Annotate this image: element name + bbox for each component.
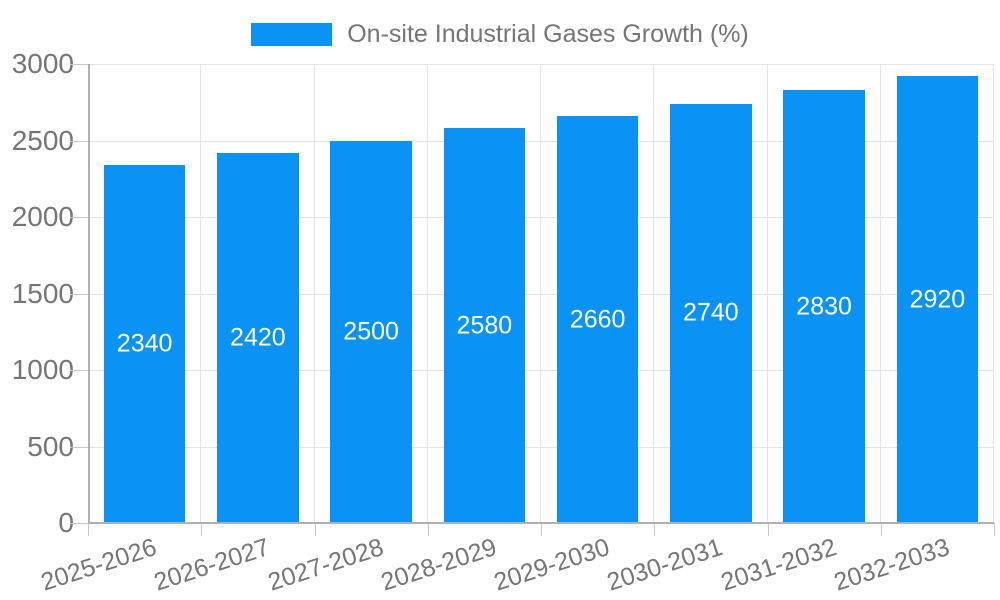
x-tick-mark <box>994 523 995 536</box>
h-gridline <box>88 370 994 371</box>
x-tick-mark <box>767 523 769 536</box>
y-tick-mark <box>70 217 88 218</box>
v-gridline <box>653 64 655 523</box>
y-axis-tick-label: 2500 <box>11 124 74 156</box>
bar-value-label: 2830 <box>796 292 852 320</box>
bar-value-label: 2500 <box>343 317 399 346</box>
x-tick-mark <box>427 523 429 536</box>
legend-swatch <box>251 23 333 46</box>
v-gridline <box>313 64 315 523</box>
bar[interactable]: 2920 <box>896 76 979 523</box>
y-axis-tick-label: 3000 <box>11 48 74 79</box>
h-gridline <box>88 446 994 448</box>
v-gridline <box>200 64 202 523</box>
y-axis-tick-label: 2000 <box>11 201 74 232</box>
y-axis-tick-label: 1000 <box>11 354 74 385</box>
y-tick-mark <box>70 523 88 524</box>
h-gridline <box>88 293 994 295</box>
y-axis-tick-label: 1500 <box>11 277 74 309</box>
x-tick-mark <box>314 523 316 536</box>
bar[interactable]: 2740 <box>670 103 752 523</box>
y-tick-mark <box>70 64 88 65</box>
x-axis-tick-label: 2031-2032 <box>717 533 840 597</box>
bar-value-label: 2740 <box>683 298 739 327</box>
x-axis-tick-label: 2025-2026 <box>37 533 160 597</box>
v-gridline <box>540 64 541 523</box>
legend[interactable]: On-site Industrial Gases Growth (%) <box>0 20 1000 49</box>
legend-label: On-site Industrial Gases Growth (%) <box>347 20 749 48</box>
x-tick-mark <box>541 523 542 536</box>
x-tick-mark <box>880 523 882 536</box>
x-axis-tick-label: 2029-2030 <box>490 533 613 597</box>
x-axis-tick-label: 2030-2031 <box>603 533 727 597</box>
y-tick-mark <box>70 293 88 295</box>
y-axis-tick-label: 500 <box>27 430 74 462</box>
x-axis-tick-label: 2032-2033 <box>830 533 953 597</box>
bar[interactable]: 2830 <box>783 90 865 523</box>
x-axis-line <box>88 522 994 524</box>
y-tick-mark <box>70 370 88 371</box>
bar-value-label: 2580 <box>456 311 513 340</box>
v-gridline <box>993 64 994 523</box>
x-axis-tick-label: 2026-2027 <box>150 533 274 597</box>
bar[interactable]: 2580 <box>443 128 526 523</box>
bar[interactable]: 2420 <box>217 152 299 523</box>
bar[interactable]: 2660 <box>556 116 639 523</box>
h-gridline <box>88 140 994 142</box>
x-tick-mark <box>654 523 656 536</box>
x-axis-tick-label: 2027-2028 <box>264 533 387 597</box>
bar-value-label: 2340 <box>116 329 173 358</box>
v-gridline <box>426 64 428 523</box>
plot-area: 2340 2420 2500 2580 2660 2740 2830 2920 <box>88 64 994 524</box>
h-gridline <box>88 64 994 65</box>
y-axis-tick-label: 0 <box>58 507 74 538</box>
h-gridline <box>88 217 994 218</box>
bar-value-label: 2420 <box>230 323 286 352</box>
x-tick-mark <box>201 523 203 536</box>
x-tick-mark <box>88 523 89 536</box>
v-gridline <box>879 64 881 523</box>
bar[interactable]: 2500 <box>330 140 412 523</box>
bar-value-label: 2660 <box>569 305 626 334</box>
v-gridline <box>766 64 768 523</box>
y-axis-line <box>88 64 90 523</box>
bar-value-label: 2920 <box>909 285 966 314</box>
y-tick-mark <box>70 140 88 142</box>
x-axis-tick-label: 2028-2029 <box>377 533 500 597</box>
bar[interactable]: 2340 <box>103 164 186 523</box>
y-tick-mark <box>70 446 88 448</box>
